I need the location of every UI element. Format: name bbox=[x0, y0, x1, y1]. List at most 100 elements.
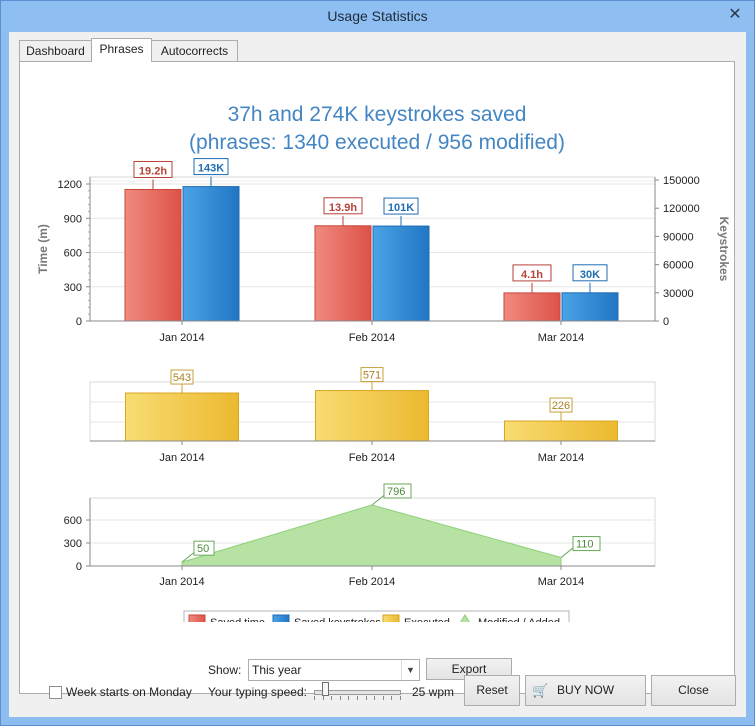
typing-speed-slider[interactable] bbox=[314, 690, 401, 695]
dialog-client: Dashboard Phrases Autocorrects 37h and 2… bbox=[9, 32, 746, 717]
show-label: Show: bbox=[208, 663, 242, 677]
chart3-left-tick-label: 0 bbox=[76, 561, 82, 573]
saved-keystrokes-data-label: 143K bbox=[198, 163, 224, 175]
chart1-x-tick-label: Feb 2014 bbox=[349, 332, 395, 344]
chart1-right-axis-title: Keystrokes bbox=[717, 217, 731, 282]
tab-dashboard[interactable]: Dashboard bbox=[19, 40, 92, 61]
chart2-x-tick-label: Feb 2014 bbox=[349, 452, 395, 464]
legend-item-label: Modified / Added bbox=[478, 617, 560, 622]
show-period-select[interactable]: This year ▼ bbox=[248, 659, 420, 681]
headline-summary: 37h and 274K keystrokes saved bbox=[227, 103, 527, 126]
saved-time-bar bbox=[314, 225, 372, 322]
saved-time-label-box bbox=[323, 197, 363, 215]
phrases-panel: 37h and 274K keystrokes saved (phrases: … bbox=[19, 61, 735, 694]
chart1-x-tick-label: Mar 2014 bbox=[538, 332, 584, 344]
saved-keystrokes-bar bbox=[561, 292, 619, 322]
legend-item-label: Executed bbox=[404, 617, 450, 622]
week-starts-monday-label: Week starts on Monday bbox=[66, 685, 192, 699]
modified-data-label: 50 bbox=[197, 543, 209, 555]
chart1-left-axis-title: Time (m) bbox=[36, 224, 50, 274]
chart1-right-tick-label: 0 bbox=[663, 316, 669, 328]
chart1-right-tick-label: 150000 bbox=[663, 175, 700, 187]
saved-time-data-label: 13.9h bbox=[329, 202, 357, 214]
modified-data-label: 796 bbox=[387, 486, 405, 498]
legend-item-label: Saved time bbox=[210, 617, 265, 622]
saved-time-data-label: 19.2h bbox=[139, 165, 167, 177]
saved-time-label-box bbox=[512, 264, 552, 282]
chart1-right-tick-label: 120000 bbox=[663, 203, 700, 215]
chart1-left-tick-label: 0 bbox=[76, 316, 82, 328]
slider-tick bbox=[348, 696, 350, 700]
chevron-down-icon[interactable]: ▼ bbox=[401, 660, 419, 680]
saved-time-data-label: 4.1h bbox=[521, 269, 543, 281]
typing-speed-slider-ticks bbox=[314, 696, 401, 700]
executed-data-label: 571 bbox=[363, 370, 381, 382]
executed-data-label: 226 bbox=[552, 400, 570, 412]
modified-data-label: 110 bbox=[576, 539, 594, 551]
chart1-x-tick-label: Jan 2014 bbox=[159, 332, 204, 344]
bottom-bar: Week starts on Monday Your typing speed:… bbox=[9, 672, 746, 717]
legend-item-label: Saved keystrokes bbox=[294, 617, 381, 622]
chart1-left-tick-label: 1200 bbox=[58, 179, 82, 191]
chart3-left-tick-label: 600 bbox=[64, 515, 82, 527]
executed-bar bbox=[125, 392, 239, 442]
usage-charts: 0 300 600 900 1200 0 30000 60000 90000 120000 1500… bbox=[36, 158, 731, 622]
slider-tick bbox=[314, 696, 315, 700]
close-button[interactable]: Close bbox=[651, 675, 736, 706]
chart1-right-tick-label: 30000 bbox=[663, 288, 694, 300]
buy-now-label: BUY NOW bbox=[556, 683, 615, 697]
saved-keystrokes-bar bbox=[372, 225, 430, 322]
legend-swatch bbox=[272, 614, 290, 622]
buy-now-button[interactable]: 🛒 BUY NOW bbox=[525, 675, 646, 706]
shopping-cart-icon: 🛒 bbox=[532, 683, 549, 698]
chart3-x-tick-label: Mar 2014 bbox=[538, 576, 584, 588]
executed-bar bbox=[315, 390, 429, 442]
chart-legend bbox=[183, 610, 570, 622]
slider-tick bbox=[365, 696, 367, 700]
modified-label-box bbox=[572, 536, 601, 552]
slider-tick bbox=[382, 696, 384, 700]
week-starts-monday-checkbox[interactable] bbox=[49, 686, 62, 699]
chart3-x-tick-label: Feb 2014 bbox=[349, 576, 395, 588]
executed-data-label: 543 bbox=[173, 372, 191, 384]
executed-label-box bbox=[549, 397, 573, 413]
slider-tick bbox=[339, 696, 341, 700]
saved-keystrokes-label-box bbox=[383, 197, 419, 215]
executed-label-box bbox=[170, 369, 194, 385]
chart2-x-tick-label: Mar 2014 bbox=[538, 452, 584, 464]
slider-tick bbox=[331, 696, 333, 700]
typing-speed-label: Your typing speed: bbox=[208, 685, 307, 699]
tab-phrases[interactable]: Phrases bbox=[91, 38, 152, 62]
saved-keystrokes-data-label: 30K bbox=[580, 269, 600, 281]
typing-speed-slider-thumb[interactable] bbox=[322, 682, 329, 696]
chart2-x-tick-label: Jan 2014 bbox=[159, 452, 204, 464]
saved-keystrokes-bar bbox=[182, 186, 240, 322]
saved-time-label-box bbox=[133, 160, 173, 178]
slider-tick bbox=[400, 696, 401, 700]
chart3-x-tick-label: Jan 2014 bbox=[159, 576, 204, 588]
tab-autocorrects[interactable]: Autocorrects bbox=[151, 40, 238, 61]
saved-time-bar bbox=[503, 292, 561, 322]
legend-swatch bbox=[188, 614, 206, 622]
slider-tick bbox=[357, 696, 358, 700]
modified-label-box bbox=[193, 540, 215, 556]
saved-keystrokes-label-box bbox=[193, 158, 229, 176]
headline-detail: (phrases: 1340 executed / 956 modified) bbox=[189, 131, 565, 154]
chart1-right-tick-label: 90000 bbox=[663, 231, 694, 243]
reset-button[interactable]: Reset bbox=[464, 675, 520, 706]
slider-tick bbox=[391, 696, 393, 700]
slider-tick bbox=[322, 696, 324, 700]
chart1-left-tick-label: 600 bbox=[64, 248, 82, 260]
legend-swatch-modified bbox=[460, 614, 470, 622]
executed-bar bbox=[504, 420, 618, 442]
window-close-icon[interactable]: ✕ bbox=[728, 6, 742, 23]
chart1-left-tick-label: 300 bbox=[64, 282, 82, 294]
saved-keystrokes-label-box bbox=[572, 264, 608, 282]
title-bar[interactable]: Usage Statistics ✕ bbox=[1, 1, 754, 32]
saved-time-bar bbox=[124, 188, 182, 322]
chart1-left-tick-label: 900 bbox=[64, 213, 82, 225]
chart3-left-tick-label: 300 bbox=[64, 538, 82, 550]
legend-swatch bbox=[382, 614, 400, 622]
typing-speed-value: 25 wpm bbox=[412, 685, 455, 699]
